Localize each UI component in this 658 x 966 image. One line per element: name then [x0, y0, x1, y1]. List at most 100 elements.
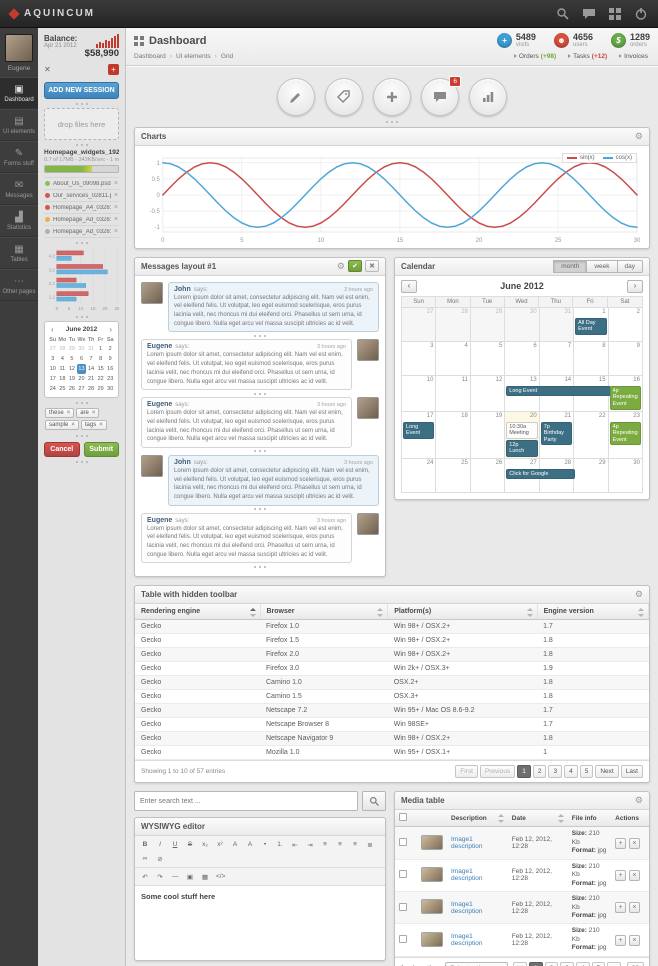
redo-button[interactable]: ↷ — [153, 870, 167, 883]
calendar-day[interactable]: 2 — [608, 307, 643, 342]
stat-badge[interactable]: + 5489 visits — [496, 32, 536, 49]
calendar-day[interactable]: 12 — [470, 375, 506, 412]
media-row[interactable]: Image1 description Feb 12, 2012, 12:28 S… — [395, 826, 649, 860]
page-button[interactable]: Last — [620, 765, 643, 779]
calendar-day[interactable]: 4 — [436, 341, 471, 376]
media-thumbnail[interactable] — [421, 899, 443, 915]
delete-action-button[interactable]: × — [628, 934, 640, 946]
page-button[interactable]: 1 — [529, 961, 543, 966]
message[interactable]: Eugene says: 3 hours ago Lorem ipsum dol… — [141, 339, 379, 391]
bullet-list-button[interactable]: • — [258, 838, 272, 851]
zoom-action-button[interactable]: + — [615, 902, 627, 914]
calendar-event[interactable]: 7p Birthday Party — [540, 421, 573, 446]
page-button[interactable]: » — [607, 961, 621, 966]
table-column-header[interactable]: Browser — [260, 604, 389, 621]
table-row[interactable]: Gecko Netscape Browser 8 Win 98SE+ 1.7 — [135, 717, 649, 733]
header-link[interactable]: Orders (+98) — [514, 53, 556, 60]
page-button[interactable]: First — [455, 765, 478, 779]
gear-icon[interactable]: ⚙ — [634, 130, 643, 141]
media-column-header[interactable]: Description — [447, 810, 508, 828]
gear-icon[interactable]: ⚙ — [634, 795, 643, 806]
minical-day[interactable]: 3 — [51, 356, 55, 363]
rail-item[interactable]: ▤ UI elements — [0, 109, 38, 141]
file-list-item[interactable]: Our_services_02811.psd × — [44, 190, 119, 202]
bold-button[interactable]: B — [138, 838, 152, 851]
media-description-link[interactable]: Image1 description — [451, 868, 483, 883]
table-row[interactable]: Gecko Camino 1.5 OSX.3+ 1.8 — [135, 689, 649, 705]
stats-button[interactable] — [469, 77, 507, 116]
minical-day[interactable]: 29 — [68, 346, 75, 353]
calendar-event[interactable]: 4p Repeating Event — [609, 421, 641, 446]
minical-day[interactable]: 14 — [88, 366, 95, 373]
calendar-day[interactable]: 17 Long Event — [402, 411, 437, 459]
calendar-day[interactable]: 30 — [608, 458, 643, 493]
calendar-day[interactable]: 7 — [539, 341, 575, 376]
calendar-event[interactable]: 4p Repeating Event — [609, 385, 641, 410]
calendar-day[interactable]: 8 — [574, 341, 609, 376]
delete-action-button[interactable]: × — [628, 902, 640, 914]
media-thumbnail[interactable] — [421, 931, 443, 947]
minical-day[interactable]: 20 — [78, 376, 85, 383]
minical-day[interactable]: 23 — [107, 376, 114, 383]
unlink-button[interactable]: ⊘ — [153, 852, 167, 865]
minical-day[interactable]: 15 — [97, 366, 104, 373]
outdent-button[interactable]: ⇤ — [288, 838, 302, 851]
gear-icon[interactable]: ⚙ — [634, 589, 643, 600]
rail-item[interactable]: ▟ Statistics — [0, 205, 38, 237]
calendar-day[interactable]: 10 — [402, 375, 437, 412]
horizontal-rule-button[interactable]: — — [168, 870, 182, 883]
table-column-header[interactable]: Rendering engine — [135, 604, 261, 621]
minical-day[interactable]: 10 — [49, 366, 56, 373]
minical-day[interactable]: 13 — [76, 364, 87, 375]
file-remove-icon[interactable]: × — [113, 180, 118, 187]
table-button[interactable]: ▦ — [198, 870, 212, 883]
minical-day[interactable]: 19 — [68, 376, 75, 383]
calendar-view-button[interactable]: week — [586, 259, 618, 273]
minical-prev-button[interactable]: ‹ — [51, 325, 54, 335]
editor-content[interactable]: Some cool stuff here — [135, 886, 385, 961]
superscript-button[interactable]: x² — [213, 838, 227, 851]
tag-button[interactable] — [325, 77, 363, 116]
minical-day[interactable]: 17 — [49, 376, 56, 383]
minical-day[interactable]: 5 — [70, 356, 74, 363]
table-column-header[interactable]: Platform(s) — [387, 604, 538, 621]
file-list-item[interactable]: Homepage_Ad_032811.psd × — [44, 214, 119, 226]
subscript-button[interactable]: x₂ — [198, 838, 212, 851]
minical-day[interactable]: 27 — [49, 346, 56, 353]
breadcrumb-item[interactable]: Dashboard — [134, 53, 176, 60]
calendar-event[interactable]: Long Event — [506, 385, 611, 397]
justify-button[interactable]: ≣ — [363, 838, 377, 851]
calendar-event[interactable]: 10:30a Meeting — [506, 421, 538, 439]
minical-day[interactable]: 18 — [59, 376, 66, 383]
calendar-day[interactable]: 5 — [470, 341, 506, 376]
media-thumbnail[interactable] — [421, 834, 443, 850]
text-color-button[interactable]: A — [228, 838, 242, 851]
apply-action-select[interactable]: Select action... — [445, 961, 508, 966]
calendar-day[interactable]: 23 4p Repeating Event — [608, 411, 643, 459]
media-description-link[interactable]: Image1 description — [451, 836, 483, 851]
calendar-view-button[interactable]: day — [616, 259, 643, 273]
zoom-action-button[interactable]: + — [615, 934, 627, 946]
file-remove-icon[interactable]: × — [113, 216, 118, 223]
minical-day[interactable]: 7 — [89, 356, 93, 363]
file-list-item[interactable]: Homepage_A4_032811.psd × — [44, 202, 119, 214]
media-row[interactable]: Image1 description Feb 12, 2012, 12:28 S… — [395, 859, 649, 893]
tag-remove-icon[interactable]: × — [99, 422, 103, 429]
page-size-select[interactable]: 20 — [626, 961, 644, 966]
calendar-day[interactable]: 13 Long Event — [505, 375, 611, 412]
indent-button[interactable]: ⇥ — [303, 838, 317, 851]
calendar-view-button[interactable]: month — [553, 259, 588, 273]
table-column-header[interactable]: Engine version — [537, 604, 650, 621]
align-right-button[interactable]: ≡ — [348, 838, 362, 851]
minical-day[interactable]: 8 — [99, 356, 103, 363]
source-button[interactable]: </> — [213, 870, 228, 883]
page-button[interactable]: 2 — [544, 961, 559, 966]
calendar-day[interactable]: 30 — [505, 307, 540, 342]
media-column-header[interactable]: Actions — [611, 810, 649, 828]
calendar-day[interactable]: 28 — [436, 307, 471, 342]
minical-day[interactable]: 4 — [60, 356, 64, 363]
media-description-link[interactable]: Image1 description — [451, 900, 483, 915]
calendar-day[interactable]: 19 — [470, 411, 506, 459]
page-button[interactable]: « — [513, 961, 528, 966]
calendar-day[interactable]: 25 — [436, 458, 471, 493]
